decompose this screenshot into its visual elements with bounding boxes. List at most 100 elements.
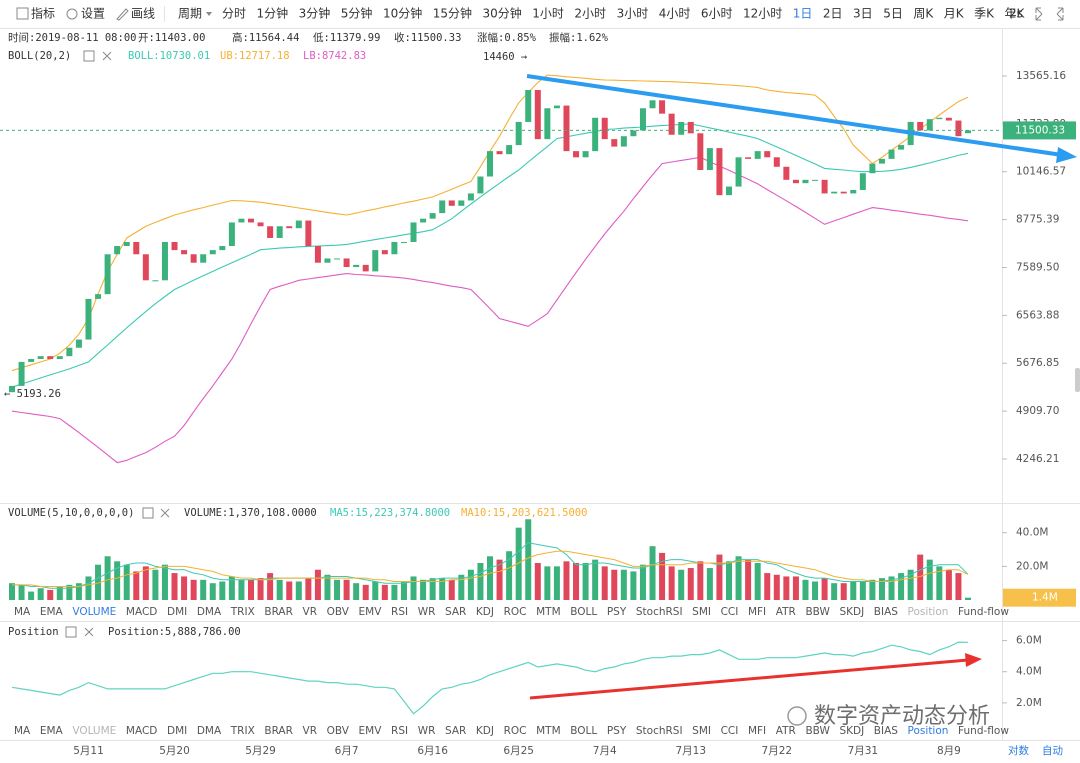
indicator-tab[interactable]: ROC: [504, 725, 527, 737]
volume-bar: [544, 566, 551, 600]
indicator-tab[interactable]: ATR: [776, 725, 796, 737]
period-button[interactable]: 3小时: [617, 7, 649, 21]
legend-settings-icon[interactable]: [142, 507, 154, 519]
period-button[interactable]: 1分钟: [257, 6, 289, 21]
period-button[interactable]: 2小时: [574, 7, 606, 21]
indicator-tab[interactable]: MACD: [126, 606, 157, 618]
legend-settings-icon[interactable]: [65, 626, 77, 638]
indicator-tab[interactable]: SAR: [445, 606, 466, 618]
indicator-tab[interactable]: BBW: [805, 606, 830, 618]
indicator-tab[interactable]: BOLL: [570, 606, 597, 618]
period-button[interactable]: 6小时: [701, 7, 733, 21]
period-button[interactable]: 3日: [853, 7, 873, 21]
indicator-tab[interactable]: PSY: [607, 606, 627, 618]
indicator-tab[interactable]: CCI: [721, 725, 739, 737]
indicator-tab[interactable]: Fund-flow: [958, 725, 1009, 737]
indicator-tab[interactable]: VR: [303, 725, 317, 737]
indicator-tab[interactable]: ATR: [776, 606, 796, 618]
candle-body: [735, 157, 742, 187]
period-label[interactable]: 周期: [178, 7, 202, 21]
indicator-tab[interactable]: WR: [418, 606, 436, 618]
indicator-tab[interactable]: BRAR: [264, 606, 293, 618]
indicator-tab[interactable]: EMV: [359, 725, 383, 737]
indicator-tab[interactable]: VR: [303, 606, 317, 618]
indicator-tab[interactable]: Fund-flow: [958, 606, 1009, 618]
period-button[interactable]: 2日: [823, 7, 843, 21]
period-button[interactable]: 10分钟: [383, 6, 422, 21]
draw-icon[interactable]: [116, 8, 129, 21]
indicator-tab[interactable]: KDJ: [476, 606, 494, 618]
indicator-tab[interactable]: MTM: [536, 725, 561, 737]
indicator-tab[interactable]: OBV: [327, 725, 350, 737]
indicator-tab[interactable]: SMI: [692, 606, 711, 618]
indicator-tab[interactable]: SKDJ: [839, 606, 864, 618]
indicator-tab[interactable]: CCI: [721, 606, 739, 618]
period-button[interactable]: 12小时: [743, 7, 782, 21]
indicator-tab[interactable]: SMI: [692, 725, 711, 737]
indicator-tab[interactable]: WR: [418, 725, 436, 737]
indicator-tab[interactable]: DMA: [197, 606, 222, 618]
indicator-tab[interactable]: SKDJ: [839, 725, 864, 737]
legend-settings-icon[interactable]: [83, 50, 95, 62]
period-button[interactable]: 4小时: [659, 7, 691, 21]
legend-close-icon[interactable]: [84, 627, 94, 637]
period-button[interactable]: 5日: [883, 7, 903, 21]
indicator-tab[interactable]: ROC: [504, 606, 527, 618]
indicator-tab[interactable]: Position: [908, 606, 949, 618]
indicator-tab[interactable]: OBV: [327, 606, 350, 618]
axis-button[interactable]: 自动: [1042, 744, 1063, 757]
indicator-tab[interactable]: KDJ: [476, 725, 494, 737]
tool-button[interactable]: 设置: [81, 7, 105, 21]
scroll-handle[interactable]: [1075, 368, 1080, 392]
indicator-tab[interactable]: EMA: [40, 606, 64, 618]
indicator-tab[interactable]: TRIX: [230, 606, 255, 618]
indicator-tab[interactable]: StochRSI: [636, 606, 683, 618]
legend-close-icon[interactable]: [102, 51, 112, 61]
indicator-tab[interactable]: BIAS: [874, 606, 898, 618]
indicator-tab[interactable]: MFI: [748, 725, 766, 737]
indicator-tab[interactable]: RSI: [391, 725, 408, 737]
indicator-tab[interactable]: DMI: [167, 725, 187, 737]
indicator-tab[interactable]: MTM: [536, 606, 561, 618]
period-button[interactable]: 5分钟: [341, 6, 373, 21]
indicator-tab[interactable]: BIAS: [874, 725, 898, 737]
indicator-tab[interactable]: StochRSI: [636, 725, 683, 737]
settings-icon[interactable]: [66, 8, 78, 20]
legend-close-icon[interactable]: [160, 508, 170, 518]
indicator-tab[interactable]: TRIX: [230, 725, 255, 737]
indicator-tab[interactable]: BRAR: [264, 725, 293, 737]
indicator-tab[interactable]: VOLUME: [72, 725, 116, 737]
indicator-tab[interactable]: EMV: [359, 606, 383, 618]
period-button[interactable]: 季K: [974, 7, 995, 21]
period-button[interactable]: 1日: [793, 7, 813, 21]
period-button[interactable]: 3分钟: [299, 6, 331, 21]
dropdown-arrow[interactable]: [206, 12, 212, 16]
tool-button[interactable]: 画线: [131, 7, 155, 21]
period-button[interactable]: 分时: [222, 7, 246, 21]
refresh-interval[interactable]: 2s: [1009, 7, 1023, 21]
indicator-tab[interactable]: SAR: [445, 725, 466, 737]
indicator-tab[interactable]: MA: [14, 606, 31, 618]
axis-button[interactable]: 对数: [1008, 744, 1030, 757]
period-button[interactable]: 周K: [913, 7, 934, 21]
indicator-tab[interactable]: BBW: [805, 725, 830, 737]
indicator-icon[interactable]: [16, 7, 29, 20]
indicator-tab[interactable]: EMA: [40, 725, 64, 737]
indicator-tab[interactable]: MFI: [748, 606, 766, 618]
indicator-tab[interactable]: MA: [14, 725, 31, 737]
indicator-tab[interactable]: PSY: [607, 725, 627, 737]
indicator-tab[interactable]: VOLUME: [72, 606, 116, 618]
tool-button[interactable]: 指标: [31, 6, 55, 21]
fullscreen-icon[interactable]: [1035, 7, 1064, 21]
indicator-tab[interactable]: RSI: [391, 606, 408, 618]
indicator-tab[interactable]: BOLL: [570, 725, 597, 737]
period-button[interactable]: 1小时: [532, 7, 564, 21]
indicator-tab[interactable]: DMI: [167, 606, 187, 618]
indicator-tab[interactable]: MACD: [126, 725, 157, 737]
indicator-tab[interactable]: Position: [908, 725, 949, 737]
indicator-tab[interactable]: DMA: [197, 725, 222, 737]
period-button[interactable]: 年K: [1004, 7, 1025, 21]
period-button[interactable]: 月K: [944, 7, 965, 21]
period-button[interactable]: 15分钟: [433, 6, 472, 21]
period-button[interactable]: 30分钟: [483, 6, 522, 21]
